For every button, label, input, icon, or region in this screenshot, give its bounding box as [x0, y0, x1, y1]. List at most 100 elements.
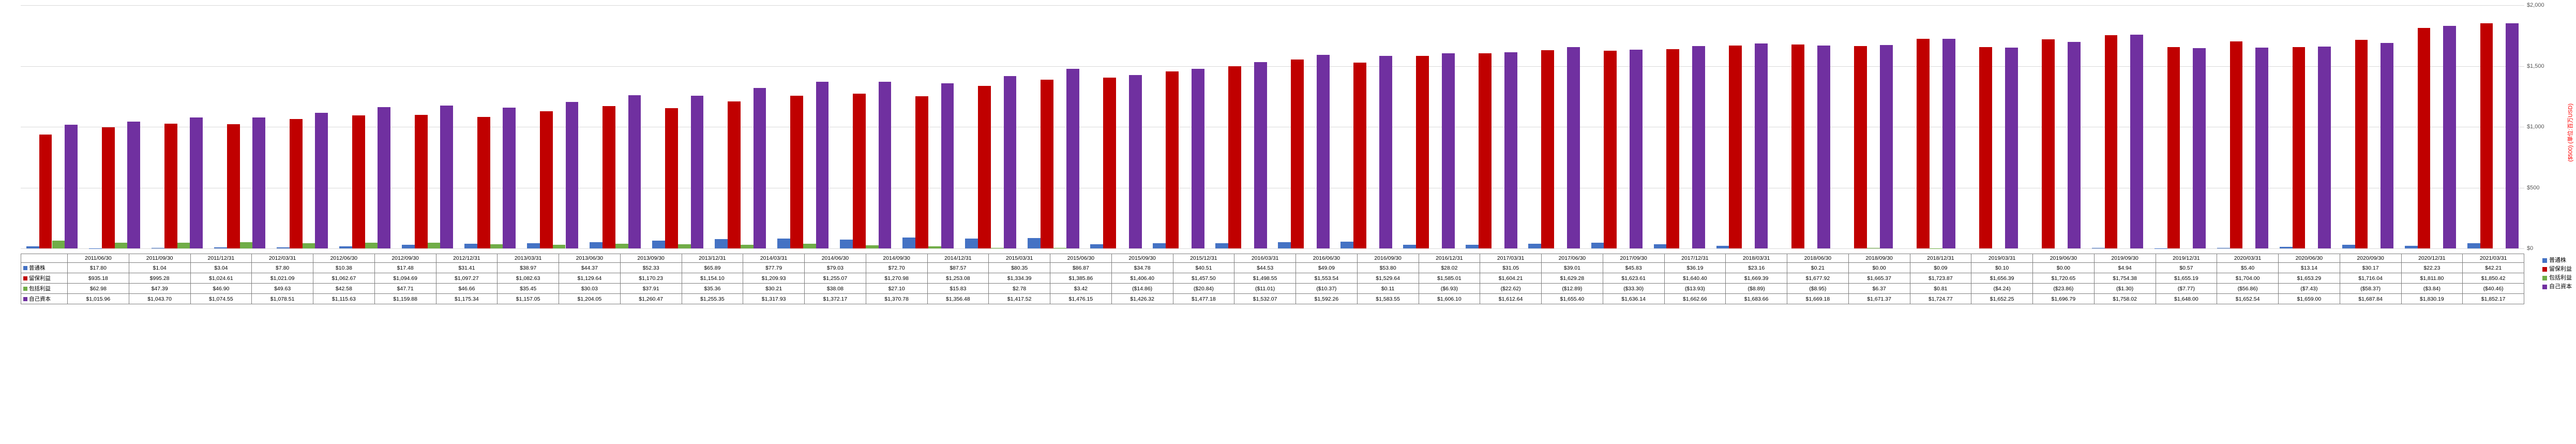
value-cell: $1,665.37 [1848, 273, 1910, 284]
value-cell: $1,043.70 [129, 294, 190, 304]
bar-group [2092, 5, 2143, 248]
bar [628, 95, 641, 248]
legend-swatch [2542, 258, 2547, 263]
value-cell: $1,623.61 [1603, 273, 1664, 284]
bar [527, 243, 540, 248]
bar [1379, 56, 1392, 248]
bar [978, 86, 991, 248]
value-cell: $35.36 [682, 284, 743, 294]
bar [1004, 76, 1017, 248]
bar [464, 244, 477, 248]
value-cell: $1,704.00 [2217, 273, 2279, 284]
table-header-row: 2011/06/302011/09/302011/12/312012/03/31… [21, 254, 2524, 263]
bar-group [1528, 5, 1579, 248]
bar-group [1904, 5, 1955, 248]
bar-group [1842, 5, 1893, 248]
value-cell: $45.83 [1603, 263, 1664, 273]
bar [2280, 247, 2293, 248]
value-cell: $1,074.55 [190, 294, 252, 304]
value-cell: $1,370.78 [866, 294, 927, 304]
value-cell: $1,677.92 [1787, 273, 1849, 284]
bar [1442, 53, 1455, 248]
period-header: 2014/06/30 [805, 254, 866, 263]
period-header: 2012/03/31 [252, 254, 313, 263]
value-cell: $13.14 [2279, 263, 2340, 273]
period-header: 2019/12/31 [2156, 254, 2217, 263]
value-cell: $1,669.18 [1787, 294, 1849, 304]
bar-group [2467, 5, 2519, 248]
corner-cell [21, 254, 68, 263]
value-cell: $0.00 [1848, 263, 1910, 273]
value-cell: $1,260.47 [620, 294, 682, 304]
bar [503, 108, 516, 248]
value-cell: $0.11 [1357, 284, 1419, 294]
value-cell: $1,724.77 [1910, 294, 1971, 304]
value-cell: $1,209.93 [743, 273, 805, 284]
bar [1228, 66, 1241, 248]
bar [902, 238, 915, 248]
bar-group [464, 5, 516, 248]
bar [866, 245, 879, 248]
period-header: 2017/03/31 [1480, 254, 1542, 263]
period-header: 2012/06/30 [313, 254, 375, 263]
value-cell: $1,585.01 [1419, 273, 1480, 284]
bar [1729, 46, 1742, 248]
legend-swatch [2542, 285, 2547, 289]
value-cell: $1,683.66 [1726, 294, 1787, 304]
bar-group [1654, 5, 1705, 248]
bar [1817, 46, 1830, 248]
value-cell: ($23.86) [2033, 284, 2095, 294]
bar-group [26, 5, 78, 248]
value-cell: $1,406.40 [1111, 273, 1173, 284]
value-cell: $1,604.21 [1480, 273, 1542, 284]
bar [115, 243, 128, 248]
value-cell: ($11.01) [1234, 284, 1296, 294]
value-cell: $3.04 [190, 263, 252, 273]
bar-group [965, 5, 1016, 248]
bar-group [89, 5, 140, 248]
value-cell: $40.51 [1173, 263, 1234, 273]
value-cell: $35.45 [498, 284, 559, 294]
value-cell: $0.21 [1787, 263, 1849, 273]
bar [2042, 39, 2055, 248]
value-cell: $3.42 [1050, 284, 1112, 294]
value-cell: $1,255.07 [805, 273, 866, 284]
bar [1942, 39, 1955, 248]
bar [1567, 47, 1580, 248]
bar [1854, 46, 1867, 248]
bar [2005, 48, 2018, 248]
bar-group [152, 5, 203, 248]
bar [1129, 75, 1142, 248]
value-cell: $1,457.50 [1173, 273, 1234, 284]
value-cell: $47.71 [374, 284, 436, 294]
value-cell: $1,640.40 [1664, 273, 1726, 284]
value-cell: $23.16 [1726, 263, 1787, 273]
period-header: 2013/06/30 [559, 254, 621, 263]
period-header: 2013/09/30 [620, 254, 682, 263]
value-cell: $1,426.32 [1111, 294, 1173, 304]
value-cell: $0.57 [2156, 263, 2217, 273]
legend-label: 普通株 [2549, 256, 2566, 265]
bar [1880, 45, 1893, 248]
value-cell: $1,687.84 [2340, 294, 2401, 304]
value-cell: ($10.37) [1296, 284, 1358, 294]
period-header: 2015/09/30 [1111, 254, 1173, 263]
bar [227, 124, 240, 248]
period-header: 2012/12/31 [436, 254, 498, 263]
value-cell: $1,170.23 [620, 273, 682, 284]
value-cell: $1,669.39 [1726, 273, 1787, 284]
bar [428, 243, 441, 248]
value-cell: $1,157.05 [498, 294, 559, 304]
bar [965, 239, 978, 248]
value-cell: $1,129.64 [559, 273, 621, 284]
value-cell: $31.05 [1480, 263, 1542, 273]
bar [303, 243, 315, 248]
value-cell: $42.58 [313, 284, 375, 294]
bar [1755, 43, 1768, 248]
value-cell: $38.08 [805, 284, 866, 294]
value-cell: $1,253.08 [927, 273, 989, 284]
value-cell: ($3.84) [2401, 284, 2463, 294]
series-label-cell: 普通株 [21, 263, 68, 273]
bar [1504, 52, 1517, 248]
value-cell: $1,652.25 [1971, 294, 2033, 304]
